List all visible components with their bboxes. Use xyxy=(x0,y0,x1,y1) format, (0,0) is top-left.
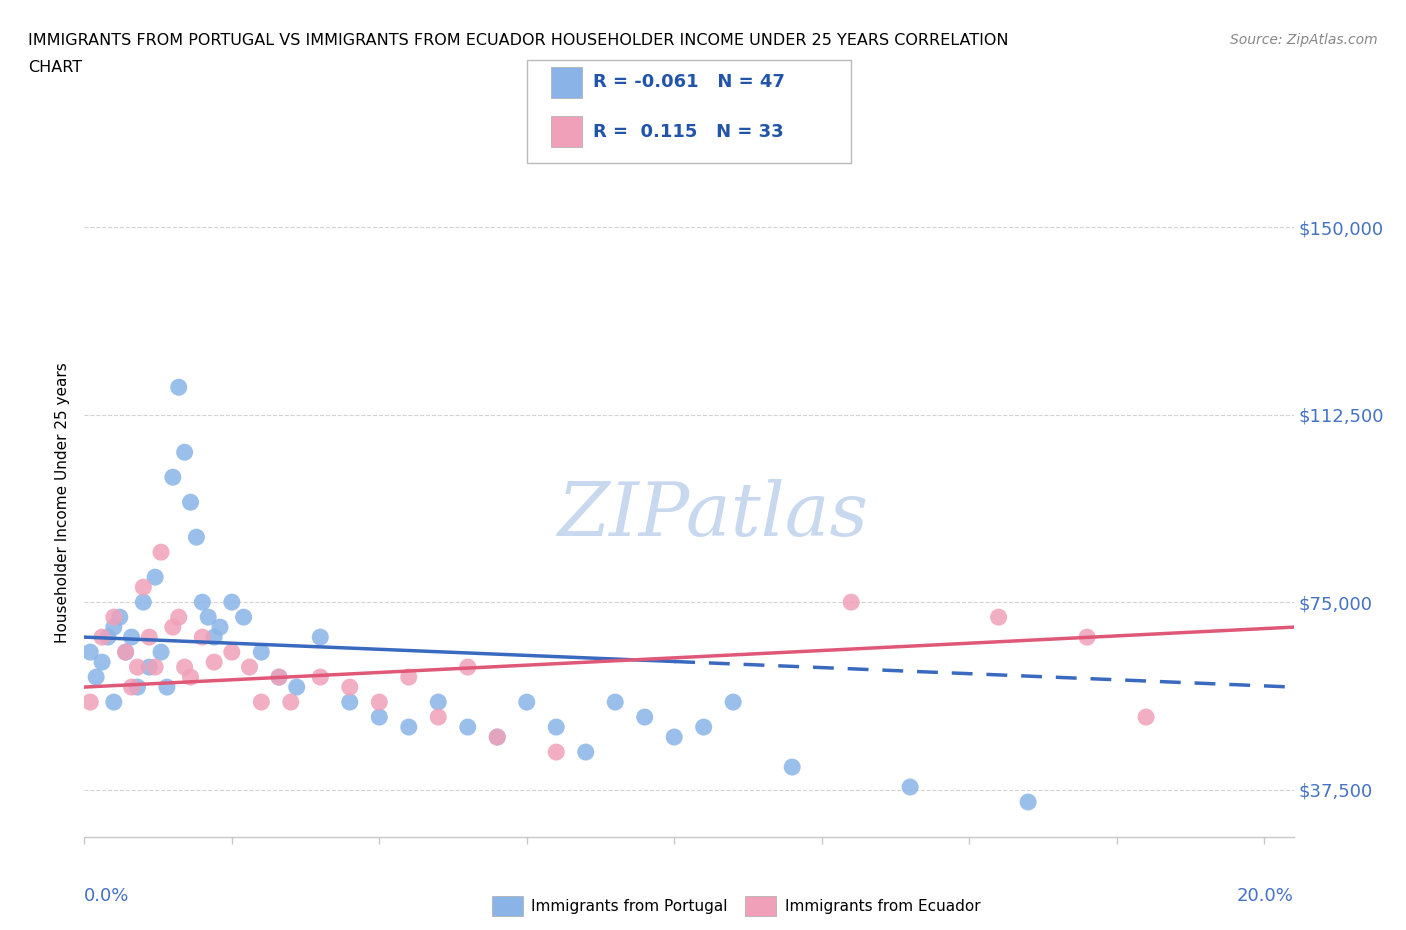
Point xyxy=(634,710,657,724)
Point xyxy=(232,610,254,625)
Point xyxy=(186,530,208,545)
Point xyxy=(221,594,243,609)
Point xyxy=(486,730,509,745)
Point xyxy=(162,619,184,634)
Point xyxy=(285,680,308,695)
Point xyxy=(546,745,568,760)
Point xyxy=(156,680,179,695)
Point xyxy=(250,644,273,659)
Point xyxy=(103,610,125,625)
Point xyxy=(368,695,391,710)
Point xyxy=(138,659,160,674)
Point xyxy=(173,445,195,459)
Point xyxy=(132,594,155,609)
Point xyxy=(173,659,195,674)
Text: ZIPatlas: ZIPatlas xyxy=(558,479,869,551)
Point xyxy=(150,644,173,659)
Point xyxy=(79,695,101,710)
Text: Source: ZipAtlas.com: Source: ZipAtlas.com xyxy=(1230,33,1378,46)
Point xyxy=(132,579,155,594)
Point xyxy=(575,745,598,760)
Point xyxy=(486,730,509,745)
Point xyxy=(97,630,120,644)
Point xyxy=(180,495,202,510)
Point xyxy=(167,379,190,394)
Point xyxy=(605,695,627,710)
Point xyxy=(114,644,136,659)
Point xyxy=(191,630,214,644)
Point xyxy=(692,720,714,735)
Point xyxy=(127,680,149,695)
Point xyxy=(457,659,479,674)
Point xyxy=(721,695,744,710)
Point xyxy=(121,680,143,695)
Y-axis label: Householder Income Under 25 years: Householder Income Under 25 years xyxy=(55,362,70,643)
Point xyxy=(91,655,114,670)
Point xyxy=(427,695,450,710)
Point xyxy=(202,655,225,670)
Point xyxy=(398,670,420,684)
Point xyxy=(121,630,143,644)
Point xyxy=(546,720,568,735)
Point xyxy=(250,695,273,710)
Point xyxy=(150,545,173,560)
Point xyxy=(238,659,260,674)
Point xyxy=(664,730,686,745)
Point xyxy=(79,644,101,659)
Text: IMMIGRANTS FROM PORTUGAL VS IMMIGRANTS FROM ECUADOR HOUSEHOLDER INCOME UNDER 25 : IMMIGRANTS FROM PORTUGAL VS IMMIGRANTS F… xyxy=(28,33,1008,47)
Point xyxy=(162,470,184,485)
Point xyxy=(138,630,160,644)
Text: 0.0%: 0.0% xyxy=(84,887,129,905)
Text: 20.0%: 20.0% xyxy=(1237,887,1294,905)
Point xyxy=(108,610,131,625)
Point xyxy=(339,680,361,695)
Point xyxy=(987,610,1010,625)
Point xyxy=(103,619,125,634)
Point xyxy=(1017,794,1039,809)
Text: R = -0.061   N = 47: R = -0.061 N = 47 xyxy=(593,73,785,91)
Point xyxy=(398,720,420,735)
Point xyxy=(103,695,125,710)
Point xyxy=(457,720,479,735)
Point xyxy=(143,659,166,674)
Point xyxy=(898,779,921,794)
Point xyxy=(1135,710,1157,724)
Point xyxy=(1076,630,1098,644)
Point xyxy=(309,670,332,684)
Point xyxy=(114,644,136,659)
Point xyxy=(339,695,361,710)
Point xyxy=(208,619,231,634)
Point xyxy=(780,760,803,775)
Text: CHART: CHART xyxy=(28,60,82,75)
Point xyxy=(127,659,149,674)
Point xyxy=(167,610,190,625)
Point xyxy=(180,670,202,684)
Point xyxy=(84,670,107,684)
Point xyxy=(516,695,538,710)
Point xyxy=(221,644,243,659)
Point xyxy=(368,710,391,724)
Point xyxy=(280,695,302,710)
Point xyxy=(91,630,114,644)
Point xyxy=(309,630,332,644)
Text: Immigrants from Ecuador: Immigrants from Ecuador xyxy=(785,899,980,914)
Point xyxy=(427,710,450,724)
Point xyxy=(197,610,219,625)
Point xyxy=(202,630,225,644)
Point xyxy=(839,594,862,609)
Text: Immigrants from Portugal: Immigrants from Portugal xyxy=(531,899,728,914)
Text: R =  0.115   N = 33: R = 0.115 N = 33 xyxy=(593,123,785,140)
Point xyxy=(143,570,166,585)
Point xyxy=(191,594,214,609)
Point xyxy=(267,670,290,684)
Point xyxy=(267,670,290,684)
